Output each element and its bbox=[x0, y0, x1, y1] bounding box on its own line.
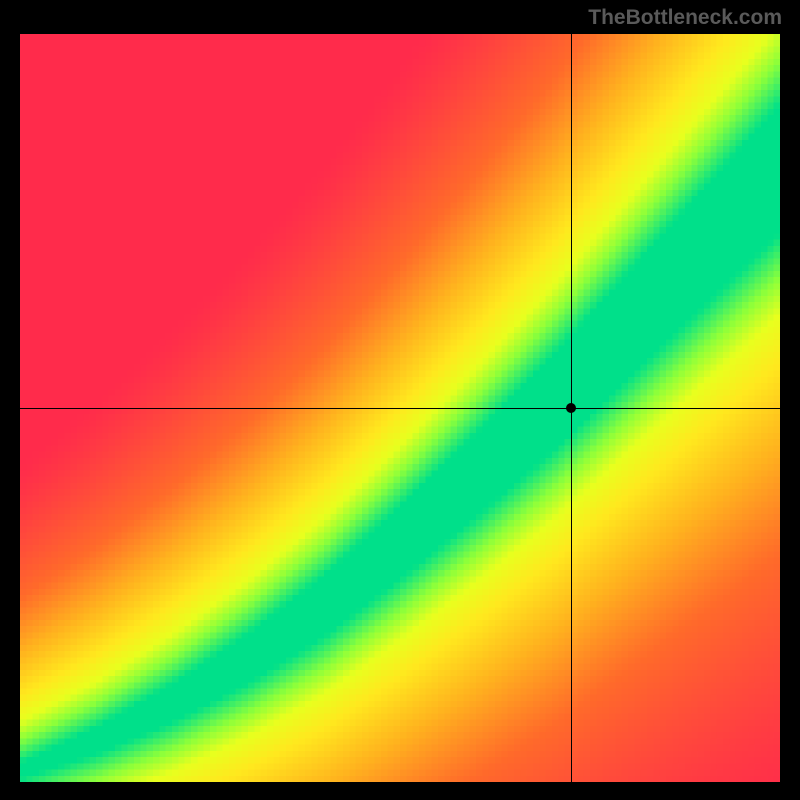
crosshair-horizontal bbox=[20, 408, 780, 409]
plot-area bbox=[20, 34, 780, 782]
marker-dot bbox=[566, 403, 576, 413]
watermark-text: TheBottleneck.com bbox=[588, 6, 782, 30]
